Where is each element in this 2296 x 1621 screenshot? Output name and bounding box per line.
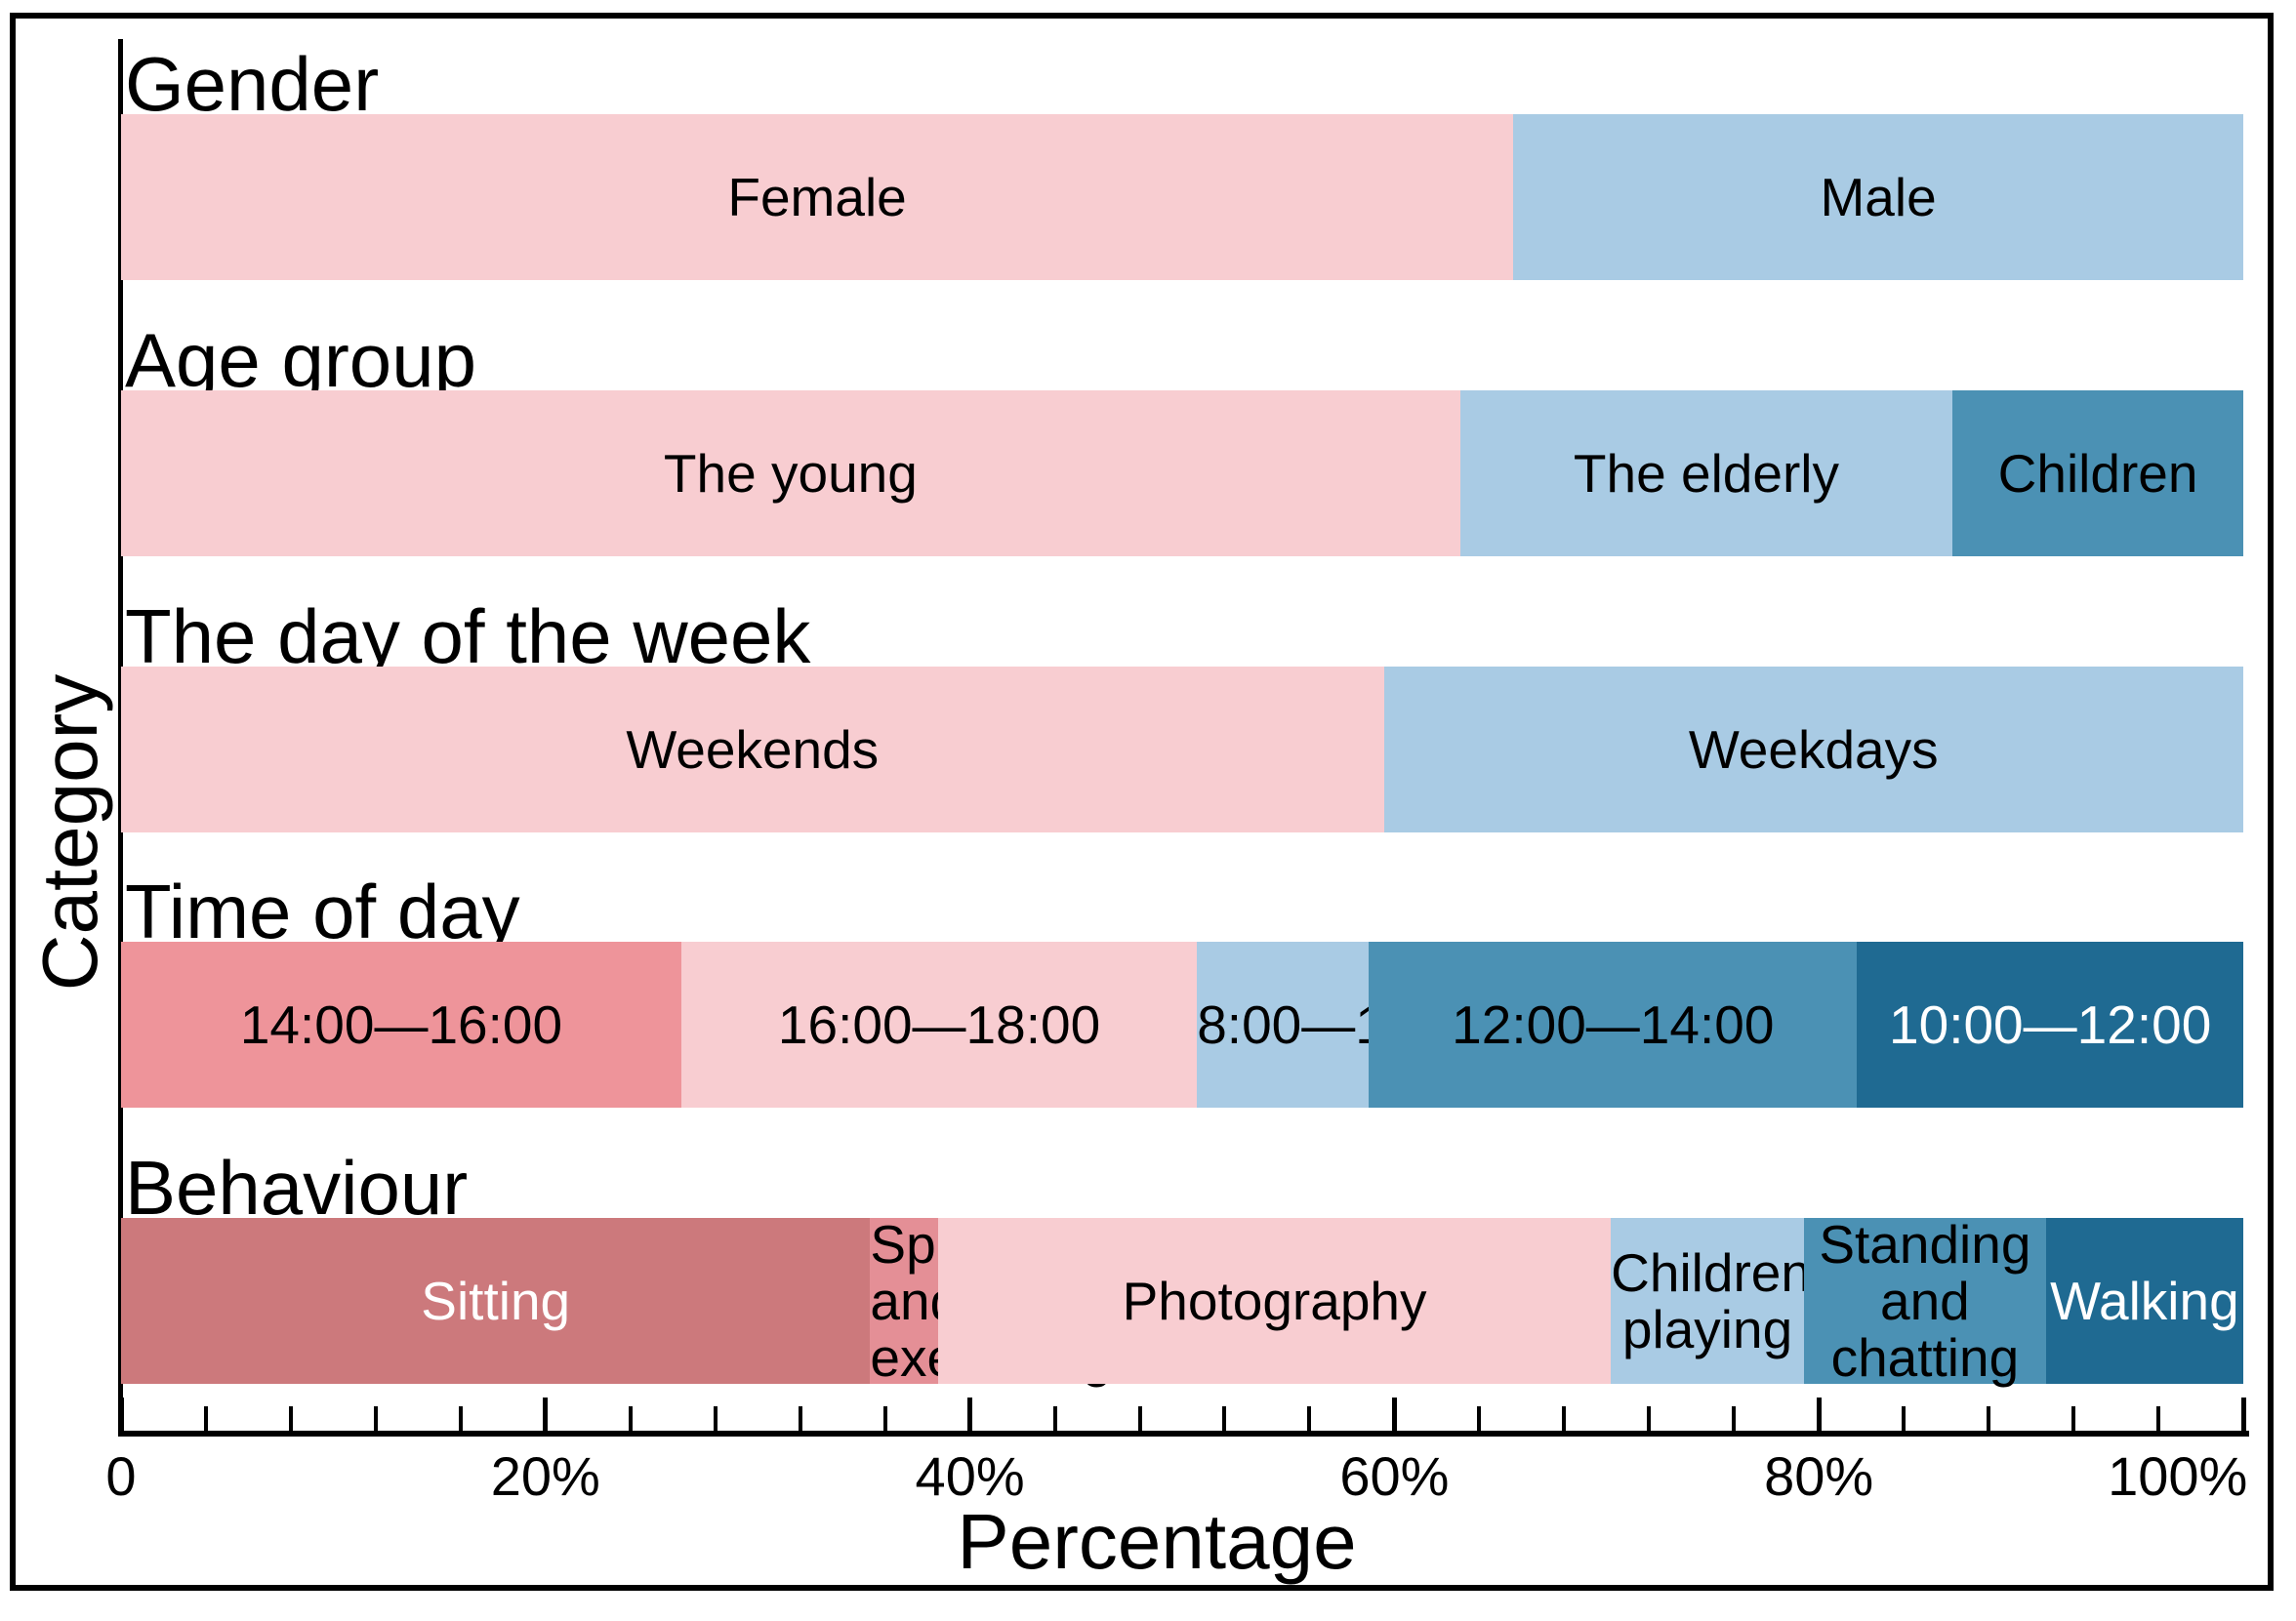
bar-segment-label: Sitting bbox=[421, 1270, 571, 1331]
y-axis-spine bbox=[118, 39, 123, 1437]
bar-segment-label: 12:00—14:00 bbox=[1452, 993, 1775, 1055]
bar-segment-label: Walking bbox=[2050, 1270, 2239, 1331]
bar-segment: Sporting and exercising bbox=[870, 1215, 1112, 1386]
x-tick-minor bbox=[1732, 1406, 1737, 1431]
x-tick-minor bbox=[1137, 1406, 1142, 1431]
x-tick-minor bbox=[1052, 1406, 1057, 1431]
x-tick-label: 80% bbox=[1764, 1445, 1874, 1507]
x-tick-label: 40% bbox=[915, 1445, 1025, 1507]
category-label: Gender bbox=[125, 41, 380, 127]
x-tick-minor bbox=[713, 1406, 718, 1431]
x-tick-minor bbox=[882, 1406, 887, 1431]
category-label: The day of the week bbox=[125, 593, 811, 679]
x-tick-label: 20% bbox=[490, 1445, 600, 1507]
x-axis-line bbox=[118, 1431, 2249, 1437]
bar-segment-label: Standing and chatting bbox=[1819, 1213, 2031, 1389]
bar-segment: Walking bbox=[2045, 1218, 2243, 1384]
bar-segment: 12:00—14:00 bbox=[1369, 942, 1858, 1108]
bar-segment: 10:00—12:00 bbox=[1857, 942, 2243, 1108]
x-tick-minor bbox=[373, 1406, 378, 1431]
bar-segment-label: 16:00—18:00 bbox=[777, 993, 1101, 1055]
x-tick-minor bbox=[458, 1406, 463, 1431]
bar-segment-label: 10:00—12:00 bbox=[1889, 993, 2212, 1055]
bar-segment: 14:00—16:00 bbox=[121, 942, 681, 1108]
bar-segment: Male bbox=[1513, 114, 2243, 280]
bar-segment: Children bbox=[1952, 390, 2243, 556]
bar-segment: Photography bbox=[937, 1218, 1612, 1384]
bar-segment: 16:00—18:00 bbox=[680, 942, 1198, 1108]
x-tick-major bbox=[2240, 1398, 2246, 1431]
bar-segment: Sitting bbox=[121, 1218, 871, 1384]
bar-segment: Standing and chatting bbox=[1803, 1213, 2046, 1389]
x-tick-minor bbox=[1987, 1406, 1991, 1431]
x-tick-major bbox=[543, 1398, 549, 1431]
bar-segment-label: Weekdays bbox=[1688, 718, 1939, 780]
x-tick-minor bbox=[2156, 1406, 2161, 1431]
bar-segment: Weekends bbox=[121, 667, 1384, 832]
x-tick-major bbox=[967, 1398, 973, 1431]
bar-segment-label: Photography bbox=[1122, 1270, 1427, 1331]
x-tick-minor bbox=[1647, 1406, 1652, 1431]
x-tick-major bbox=[118, 1398, 124, 1431]
bar-segment-label: The young bbox=[663, 442, 918, 504]
bar-segment-label: Female bbox=[727, 166, 907, 227]
category-label: Age group bbox=[125, 317, 476, 403]
bar-segment-label: Weekends bbox=[626, 718, 880, 780]
x-tick-label: 0 bbox=[105, 1445, 137, 1507]
bar-segment-label: 8:00—10:00 bbox=[1197, 993, 1490, 1055]
x-tick-minor bbox=[1222, 1406, 1227, 1431]
x-tick-major bbox=[1816, 1398, 1822, 1431]
bar-segment: Weekdays bbox=[1383, 667, 2243, 832]
category-label: Behaviour bbox=[125, 1145, 469, 1231]
x-tick-minor bbox=[798, 1406, 802, 1431]
x-axis-title: Percentage bbox=[957, 1498, 1357, 1585]
bar-segment-label: Children bbox=[1997, 442, 2198, 504]
bar-segment-label: Male bbox=[1820, 166, 1937, 227]
x-tick-minor bbox=[288, 1406, 293, 1431]
x-tick-major bbox=[1391, 1398, 1397, 1431]
bar-segment-label: Sporting and exercising bbox=[870, 1215, 1112, 1386]
x-tick-label: 60% bbox=[1339, 1445, 1450, 1507]
bar-segment: 8:00—10:00 bbox=[1197, 942, 1490, 1108]
bar-segment: The elderly bbox=[1459, 390, 1953, 556]
x-tick-minor bbox=[2071, 1406, 2076, 1431]
x-tick-minor bbox=[1307, 1406, 1312, 1431]
bar-segment-label: 14:00—16:00 bbox=[239, 993, 563, 1055]
x-tick-label: 100% bbox=[2108, 1445, 2248, 1507]
bar-segment: The young bbox=[121, 390, 1460, 556]
bar-segment: Children playing bbox=[1611, 1218, 1811, 1384]
x-tick-minor bbox=[1477, 1406, 1482, 1431]
y-axis-title: Category bbox=[26, 673, 113, 992]
x-tick-minor bbox=[1562, 1406, 1567, 1431]
bar-segment: Female bbox=[121, 114, 1514, 280]
x-tick-minor bbox=[1902, 1406, 1906, 1431]
bar-segment-label: The elderly bbox=[1573, 442, 1839, 504]
x-tick-minor bbox=[203, 1406, 208, 1431]
x-tick-minor bbox=[628, 1406, 633, 1431]
bar-segment-label: Children playing bbox=[1611, 1241, 1811, 1359]
category-label: Time of day bbox=[125, 869, 520, 954]
